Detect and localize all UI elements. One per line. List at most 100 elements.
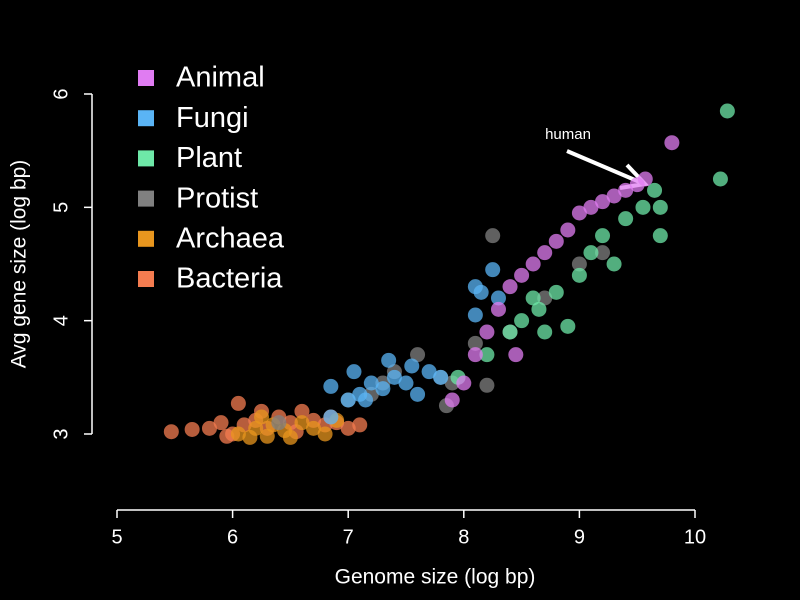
point: [664, 135, 680, 151]
point: [647, 182, 663, 198]
point: [502, 279, 518, 295]
point: [571, 267, 587, 283]
point: [271, 415, 287, 431]
y-tick-label: 6: [50, 88, 72, 99]
point: [502, 324, 518, 340]
legend-swatch: [138, 150, 154, 167]
x-tick-label: 7: [343, 526, 354, 548]
point: [618, 182, 634, 198]
point: [637, 171, 653, 187]
legend-label: Protist: [176, 182, 258, 214]
point: [473, 284, 489, 300]
point: [219, 428, 235, 444]
point: [560, 222, 576, 238]
x-tick-label: 6: [227, 526, 238, 548]
legend-swatch: [138, 230, 154, 247]
point: [184, 421, 200, 437]
point: [514, 267, 530, 283]
point: [294, 415, 310, 431]
point: [571, 256, 587, 272]
legend-swatch: [138, 271, 154, 287]
point: [282, 429, 298, 445]
point: [490, 290, 506, 306]
legend-label: Archaea: [176, 222, 285, 254]
point: [317, 426, 333, 442]
point: [467, 335, 483, 351]
point: [254, 409, 269, 425]
x-tick-label: 8: [458, 526, 469, 548]
point: [444, 392, 460, 408]
annotation: human: [545, 126, 591, 143]
point: [525, 290, 541, 306]
point: [248, 420, 264, 436]
point: [201, 420, 217, 436]
point: [363, 375, 379, 391]
point: [294, 403, 310, 419]
point: [583, 199, 599, 215]
legend-label: Plant: [176, 142, 242, 174]
x-tick-label: 9: [574, 526, 585, 548]
point: [410, 386, 426, 402]
point: [479, 377, 495, 393]
point: [340, 392, 356, 408]
point: [479, 324, 495, 340]
point: [323, 409, 339, 425]
point: [571, 205, 587, 221]
point: [537, 290, 553, 306]
point: [404, 358, 420, 374]
point: [635, 199, 651, 215]
point: [346, 364, 362, 380]
point: [230, 426, 246, 442]
point: [595, 194, 611, 210]
point: [381, 352, 397, 368]
y-tick-label: 3: [50, 428, 72, 439]
point: [652, 228, 668, 244]
point: [485, 228, 501, 244]
point: [595, 245, 611, 261]
point: [479, 347, 495, 363]
point: [531, 301, 547, 317]
point: [508, 347, 524, 363]
point: [652, 199, 668, 215]
legend-swatch: [138, 110, 154, 127]
point: [456, 375, 472, 391]
point: [548, 233, 564, 249]
point: [398, 375, 414, 391]
legend-label: Bacteria: [176, 263, 283, 295]
y-tick-label: 4: [50, 315, 72, 326]
point: [560, 318, 576, 334]
point: [259, 428, 275, 444]
x-axis-label: Genome size (log bp): [335, 566, 536, 589]
point: [386, 369, 402, 385]
point: [230, 395, 246, 411]
point: [340, 420, 356, 436]
point: [618, 211, 634, 227]
point: [433, 369, 449, 385]
point: [485, 262, 501, 278]
point: [467, 347, 483, 363]
point: [410, 347, 426, 363]
point: [323, 378, 339, 394]
legend-swatch: [138, 70, 154, 86]
point: [306, 420, 322, 436]
y-axis-label: Avg gene size (log bp): [8, 160, 31, 369]
point: [525, 256, 541, 272]
point: [421, 364, 437, 380]
point: [163, 424, 179, 440]
annotation-arrow: [566, 149, 643, 185]
point: [213, 415, 229, 431]
point: [583, 245, 599, 261]
point: [352, 417, 368, 433]
point: [490, 301, 506, 317]
x-tick-label: 10: [684, 526, 706, 548]
legend-label: Animal: [176, 62, 265, 94]
point: [537, 245, 553, 261]
y-tick-label: 5: [50, 202, 72, 213]
point: [537, 324, 553, 340]
point: [595, 228, 611, 244]
legend-swatch: [138, 190, 154, 207]
point: [712, 171, 728, 187]
x-tick-label: 5: [111, 526, 122, 548]
